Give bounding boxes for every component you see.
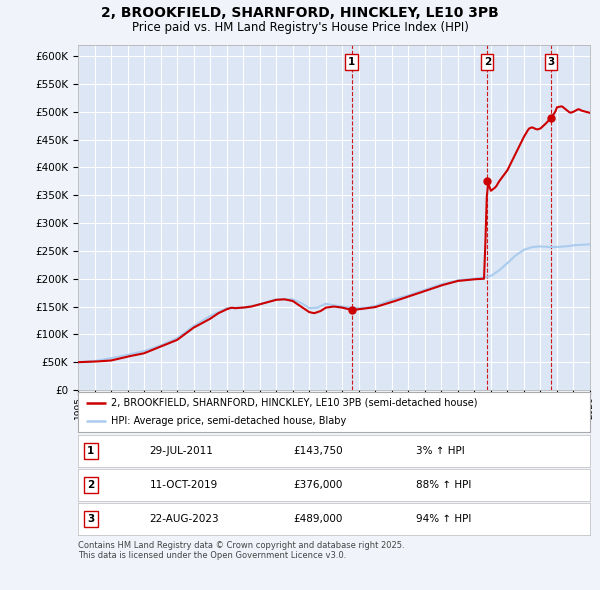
Text: Contains HM Land Registry data © Crown copyright and database right 2025.
This d: Contains HM Land Registry data © Crown c… bbox=[78, 541, 404, 560]
Text: 3: 3 bbox=[87, 514, 94, 524]
Text: 1: 1 bbox=[348, 57, 355, 67]
Text: Price paid vs. HM Land Registry's House Price Index (HPI): Price paid vs. HM Land Registry's House … bbox=[131, 21, 469, 34]
Text: 88% ↑ HPI: 88% ↑ HPI bbox=[416, 480, 471, 490]
Text: 3: 3 bbox=[547, 57, 554, 67]
Text: HPI: Average price, semi-detached house, Blaby: HPI: Average price, semi-detached house,… bbox=[111, 416, 347, 426]
Text: 3% ↑ HPI: 3% ↑ HPI bbox=[416, 446, 464, 456]
Text: 29-JUL-2011: 29-JUL-2011 bbox=[149, 446, 214, 456]
Text: 94% ↑ HPI: 94% ↑ HPI bbox=[416, 514, 471, 524]
Text: 11-OCT-2019: 11-OCT-2019 bbox=[149, 480, 218, 490]
Text: 2, BROOKFIELD, SHARNFORD, HINCKLEY, LE10 3PB: 2, BROOKFIELD, SHARNFORD, HINCKLEY, LE10… bbox=[101, 6, 499, 20]
Text: 2: 2 bbox=[484, 57, 491, 67]
Text: £376,000: £376,000 bbox=[293, 480, 343, 490]
Text: 2: 2 bbox=[87, 480, 94, 490]
Text: 22-AUG-2023: 22-AUG-2023 bbox=[149, 514, 220, 524]
Text: £143,750: £143,750 bbox=[293, 446, 343, 456]
Text: 1: 1 bbox=[87, 446, 94, 456]
Text: 2, BROOKFIELD, SHARNFORD, HINCKLEY, LE10 3PB (semi-detached house): 2, BROOKFIELD, SHARNFORD, HINCKLEY, LE10… bbox=[111, 398, 478, 408]
Text: £489,000: £489,000 bbox=[293, 514, 343, 524]
